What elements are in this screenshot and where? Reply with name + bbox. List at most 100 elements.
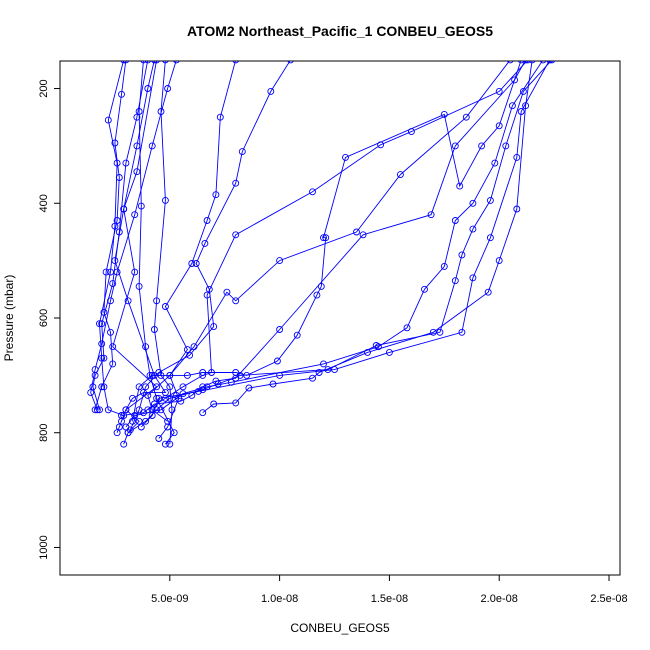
- data-point: [118, 417, 125, 425]
- profile-line: [138, 61, 175, 445]
- data-point: [173, 61, 180, 64]
- data-point: [508, 102, 516, 110]
- data-point: [153, 297, 161, 305]
- profile-series: [124, 61, 556, 437]
- data-point: [115, 423, 123, 431]
- data-point: [148, 142, 156, 150]
- data-point: [109, 280, 117, 288]
- data-point: [548, 61, 556, 64]
- data-point: [151, 61, 158, 64]
- data-point: [133, 113, 141, 121]
- profile-series: [122, 61, 547, 431]
- axes: 5.0e-09 1.0e-08 1.5e-08 2.0e-08 2.5e-08 200 40…: [38, 79, 628, 605]
- profile-line: [92, 61, 149, 410]
- data-point: [104, 406, 112, 414]
- data-point: [131, 268, 139, 276]
- data-point: [267, 87, 275, 95]
- data-point: [223, 288, 231, 296]
- chart-title: ATOM2 Northeast_Pacific_1 CONBEU_GEOS5: [187, 23, 493, 39]
- y-tick-label: 200: [38, 79, 50, 97]
- data-point: [528, 61, 536, 64]
- data-point: [111, 139, 119, 147]
- data-point: [137, 202, 145, 210]
- data-point: [183, 346, 191, 354]
- data-point: [458, 328, 466, 336]
- data-point: [164, 85, 172, 92]
- data-point: [166, 371, 174, 379]
- profile-series: [199, 61, 536, 417]
- data-point: [451, 217, 459, 224]
- x-tick-label: 5.0e-09: [151, 593, 188, 605]
- data-point: [342, 153, 349, 161]
- profile-series: [129, 61, 525, 425]
- data-point: [120, 205, 128, 213]
- data-point: [407, 128, 415, 136]
- data-point: [98, 320, 106, 328]
- data-point: [238, 148, 246, 156]
- data-point: [107, 268, 114, 276]
- data-point: [113, 429, 121, 437]
- profile-series: [111, 61, 169, 425]
- data-point: [144, 391, 152, 399]
- y-tick-label: 800: [38, 424, 50, 442]
- data-point: [232, 179, 240, 187]
- data-point: [91, 406, 99, 414]
- data-point: [385, 348, 393, 356]
- data-point: [232, 231, 240, 239]
- data-point: [140, 61, 147, 64]
- x-tick-label: 2.5e-08: [590, 593, 627, 605]
- data-point: [469, 199, 477, 207]
- data-point: [100, 354, 108, 362]
- data-point: [194, 387, 202, 395]
- data-point: [403, 324, 411, 332]
- data-point: [287, 61, 294, 64]
- data-point: [372, 342, 380, 349]
- data-point: [451, 142, 459, 150]
- y-tick-label: 1000: [38, 535, 50, 559]
- data-point: [440, 262, 448, 270]
- data-point: [102, 268, 110, 276]
- profile-line: [147, 61, 510, 422]
- data-point: [122, 159, 130, 167]
- data-point: [495, 87, 503, 95]
- data-point: [107, 328, 114, 336]
- data-point: [495, 257, 503, 265]
- profile-line: [147, 61, 528, 411]
- data-point: [502, 142, 510, 150]
- data-point: [126, 426, 134, 434]
- data-point: [135, 108, 143, 115]
- data-point: [203, 291, 211, 299]
- data-point: [309, 374, 316, 382]
- x-axis-label: CONBEU_GEOS5: [290, 621, 390, 635]
- y-tick-label: 600: [38, 309, 50, 327]
- x-tick-label: 1.0e-08: [261, 593, 298, 605]
- data-point: [164, 417, 172, 425]
- data-point: [135, 383, 143, 391]
- data-point: [208, 369, 215, 376]
- data-point: [161, 196, 169, 204]
- data-point: [276, 257, 284, 265]
- data-point: [137, 423, 145, 431]
- data-point: [120, 440, 128, 448]
- profile-series: [87, 61, 180, 414]
- data-point: [87, 389, 95, 397]
- data-point: [107, 297, 114, 305]
- data-point: [89, 383, 97, 391]
- data-point: [162, 61, 169, 64]
- data-point: [214, 380, 222, 388]
- x-tick-label: 1.5e-08: [371, 593, 408, 605]
- profile-line: [127, 61, 552, 434]
- data-point: [161, 303, 169, 310]
- data-point: [122, 423, 130, 431]
- data-point: [177, 397, 185, 405]
- data-point: [186, 351, 194, 359]
- data-point: [377, 141, 385, 149]
- data-point: [212, 191, 220, 199]
- data-point: [192, 260, 200, 267]
- data-point: [513, 153, 521, 161]
- data-point: [172, 391, 180, 399]
- data-point: [120, 61, 127, 64]
- data-point: [129, 394, 136, 402]
- data-point: [320, 234, 327, 242]
